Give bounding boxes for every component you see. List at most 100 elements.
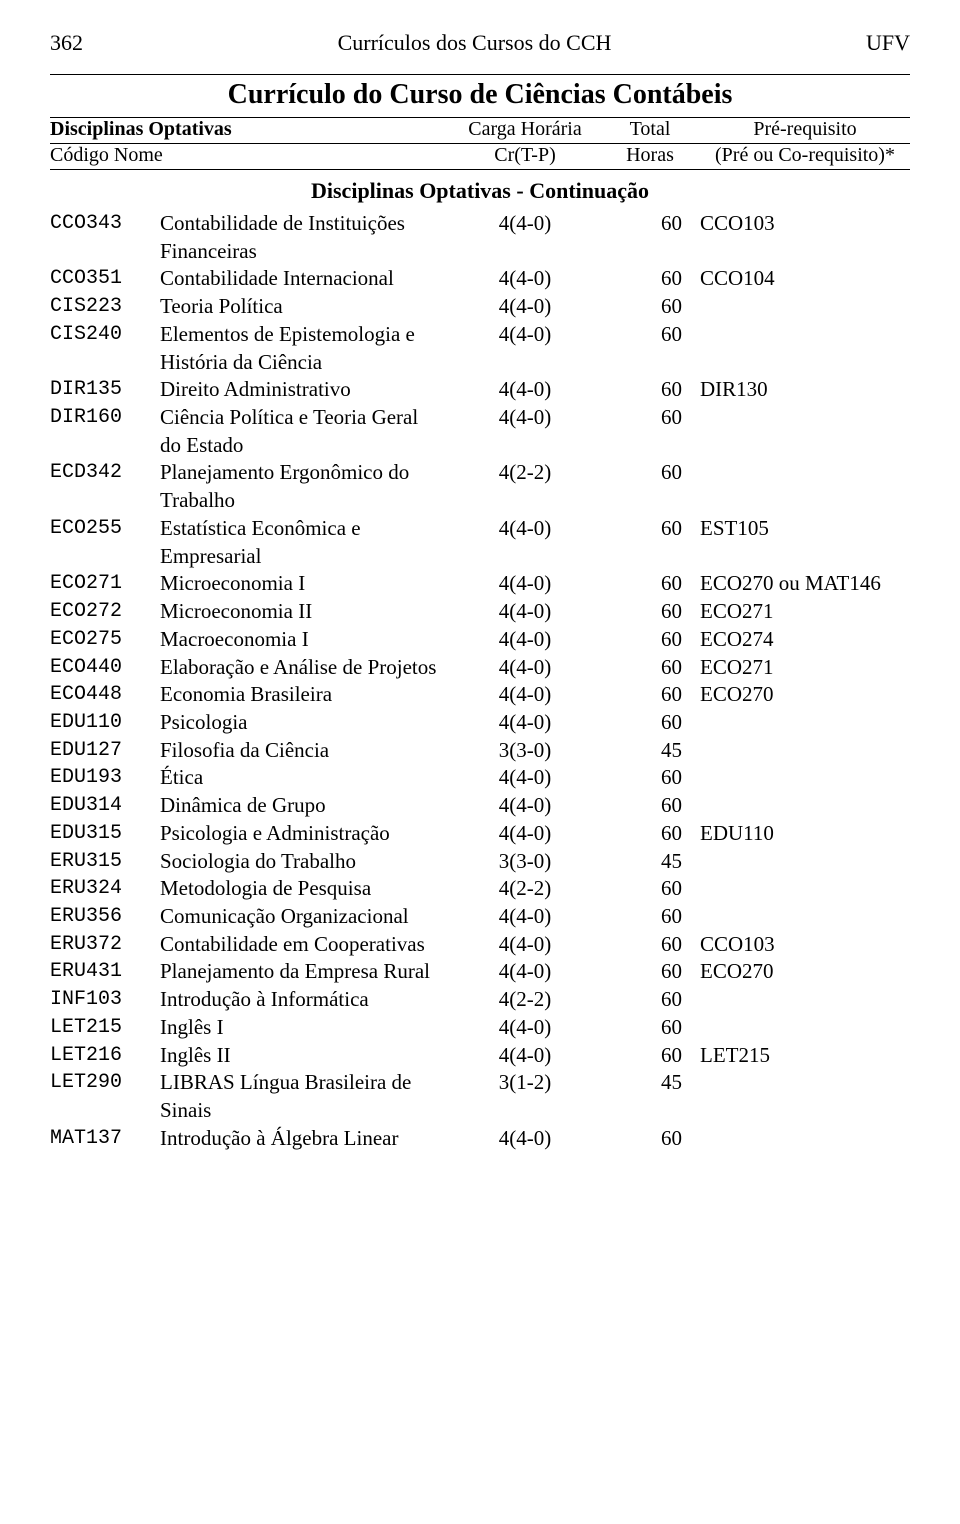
col-header-left-2: Código Nome [50, 144, 450, 167]
course-code: ERU324 [50, 875, 160, 902]
table-row: DIR135Direito Administrativo4(4-0)60DIR1… [50, 376, 910, 404]
course-name: Psicologia [160, 709, 450, 737]
course-name: Sociologia do Trabalho [160, 848, 450, 876]
course-name: Planejamento Ergonômico do Trabalho [160, 459, 450, 514]
table-row: LET216Inglês II4(4-0)60LET215 [50, 1042, 910, 1070]
course-title: Currículo do Curso de Ciências Contábeis [50, 79, 910, 111]
course-hours: 60 [600, 515, 700, 543]
course-prerequisite: ECO270 [700, 681, 910, 709]
course-hours: 60 [600, 792, 700, 820]
course-prerequisite: LET215 [700, 1042, 910, 1070]
table-row: MAT137Introdução à Álgebra Linear4(4-0)6… [50, 1125, 910, 1153]
course-name: Estatística Econômica e Empresarial [160, 515, 450, 570]
course-hours: 60 [600, 404, 700, 432]
course-credits: 4(4-0) [450, 903, 600, 931]
table-row: EDU110Psicologia4(4-0)60 [50, 709, 910, 737]
col-header-hours-2: Horas [600, 144, 700, 167]
table-row: DIR160Ciência Política e Teoria Geral do… [50, 404, 910, 459]
table-row: ECO271Microeconomia I4(4-0)60ECO270 ou M… [50, 570, 910, 598]
course-name: Introdução à Álgebra Linear [160, 1125, 450, 1153]
course-hours: 60 [600, 986, 700, 1014]
course-name: Direito Administrativo [160, 376, 450, 404]
course-name: Teoria Política [160, 293, 450, 321]
course-credits: 4(4-0) [450, 376, 600, 404]
course-prerequisite: EST105 [700, 515, 910, 543]
course-hours: 60 [600, 709, 700, 737]
course-credits: 4(4-0) [450, 958, 600, 986]
course-code: CCO343 [50, 210, 160, 237]
course-name: Contabilidade Internacional [160, 265, 450, 293]
course-code: INF103 [50, 986, 160, 1013]
course-hours: 60 [600, 293, 700, 321]
course-credits: 4(4-0) [450, 764, 600, 792]
course-code: LET215 [50, 1014, 160, 1041]
course-prerequisite: ECO270 ou MAT146 [700, 570, 910, 598]
course-credits: 4(4-0) [450, 681, 600, 709]
course-code: CCO351 [50, 265, 160, 292]
course-code: CIS223 [50, 293, 160, 320]
course-code: LET216 [50, 1042, 160, 1069]
course-prerequisite: ECO271 [700, 598, 910, 626]
course-code: ECD342 [50, 459, 160, 486]
course-credits: 4(4-0) [450, 570, 600, 598]
course-hours: 60 [600, 654, 700, 682]
col-header-hours-1: Total [600, 118, 700, 141]
course-prerequisite: ECO274 [700, 626, 910, 654]
course-credits: 4(2-2) [450, 986, 600, 1014]
course-name: Contabilidade em Cooperativas [160, 931, 450, 959]
table-row: LET290LIBRAS Língua Brasileira de Sinais… [50, 1069, 910, 1124]
table-row: ERU431Planejamento da Empresa Rural4(4-0… [50, 958, 910, 986]
course-name: Comunicação Organizacional [160, 903, 450, 931]
course-credits: 4(4-0) [450, 1125, 600, 1153]
course-name: Economia Brasileira [160, 681, 450, 709]
course-name: Inglês II [160, 1042, 450, 1070]
course-name: Planejamento da Empresa Rural [160, 958, 450, 986]
course-name: Macroeconomia I [160, 626, 450, 654]
table-row: LET215Inglês I4(4-0)60 [50, 1014, 910, 1042]
course-code: CIS240 [50, 321, 160, 348]
course-hours: 60 [600, 1125, 700, 1153]
course-credits: 3(1-2) [450, 1069, 600, 1097]
course-hours: 60 [600, 681, 700, 709]
course-prerequisite: EDU110 [700, 820, 910, 848]
table-row: CIS240Elementos de Epistemologia e Histó… [50, 321, 910, 376]
table-row: ERU356Comunicação Organizacional4(4-0)60 [50, 903, 910, 931]
course-hours: 60 [600, 1042, 700, 1070]
table-row: CCO351Contabilidade Internacional4(4-0)6… [50, 265, 910, 293]
course-name: Microeconomia I [160, 570, 450, 598]
course-code: ECO448 [50, 681, 160, 708]
course-credits: 4(4-0) [450, 792, 600, 820]
course-credits: 4(4-0) [450, 931, 600, 959]
course-code: EDU314 [50, 792, 160, 819]
course-code: EDU127 [50, 737, 160, 764]
course-credits: 3(3-0) [450, 737, 600, 765]
table-row: ERU324Metodologia de Pesquisa4(2-2)60 [50, 875, 910, 903]
course-hours: 60 [600, 875, 700, 903]
course-credits: 4(4-0) [450, 210, 600, 238]
table-row: ECO275Macroeconomia I4(4-0)60ECO274 [50, 626, 910, 654]
course-prerequisite: DIR130 [700, 376, 910, 404]
table-row: CIS223Teoria Política4(4-0)60 [50, 293, 910, 321]
page-number: 362 [50, 30, 83, 56]
table-row: EDU127Filosofia da Ciência3(3-0)45 [50, 737, 910, 765]
course-name: Dinâmica de Grupo [160, 792, 450, 820]
course-code: ERU315 [50, 848, 160, 875]
course-credits: 4(4-0) [450, 1042, 600, 1070]
course-name: Ciência Política e Teoria Geral do Estad… [160, 404, 450, 459]
course-hours: 45 [600, 1069, 700, 1097]
course-name: Inglês I [160, 1014, 450, 1042]
course-code: DIR135 [50, 376, 160, 403]
course-name: Elaboração e Análise de Projetos [160, 654, 450, 682]
course-hours: 60 [600, 958, 700, 986]
course-credits: 4(4-0) [450, 654, 600, 682]
course-code: EDU193 [50, 764, 160, 791]
column-header-row-2: Código Nome Cr(T-P) Horas (Pré ou Co-req… [50, 144, 910, 170]
course-credits: 3(3-0) [450, 848, 600, 876]
course-code: ERU372 [50, 931, 160, 958]
course-code: DIR160 [50, 404, 160, 431]
course-hours: 60 [600, 570, 700, 598]
table-row: ECD342Planejamento Ergonômico do Trabalh… [50, 459, 910, 514]
course-hours: 45 [600, 737, 700, 765]
course-credits: 4(4-0) [450, 709, 600, 737]
course-name: Contabilidade de Instituições Financeira… [160, 210, 450, 265]
